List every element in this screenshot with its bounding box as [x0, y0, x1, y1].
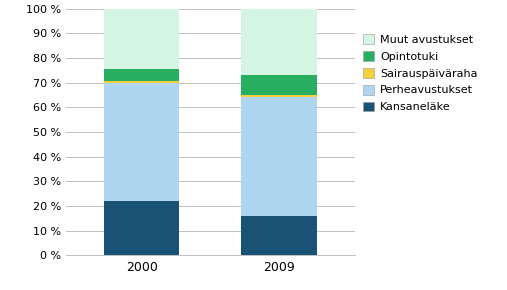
Bar [104, 69, 179, 81]
Bar [104, 83, 179, 201]
Bar [241, 75, 317, 95]
Bar [104, 9, 179, 69]
Bar [241, 95, 317, 97]
Bar [241, 216, 317, 255]
Bar [104, 201, 179, 255]
Bar [241, 97, 317, 216]
Bar [241, 9, 317, 75]
Legend: Muut avustukset, Opintotuki, Sairauspäiväraha, Perheavustukset, Kansaneläke: Muut avustukset, Opintotuki, Sairauspäiv… [364, 34, 478, 112]
Bar [104, 81, 179, 83]
